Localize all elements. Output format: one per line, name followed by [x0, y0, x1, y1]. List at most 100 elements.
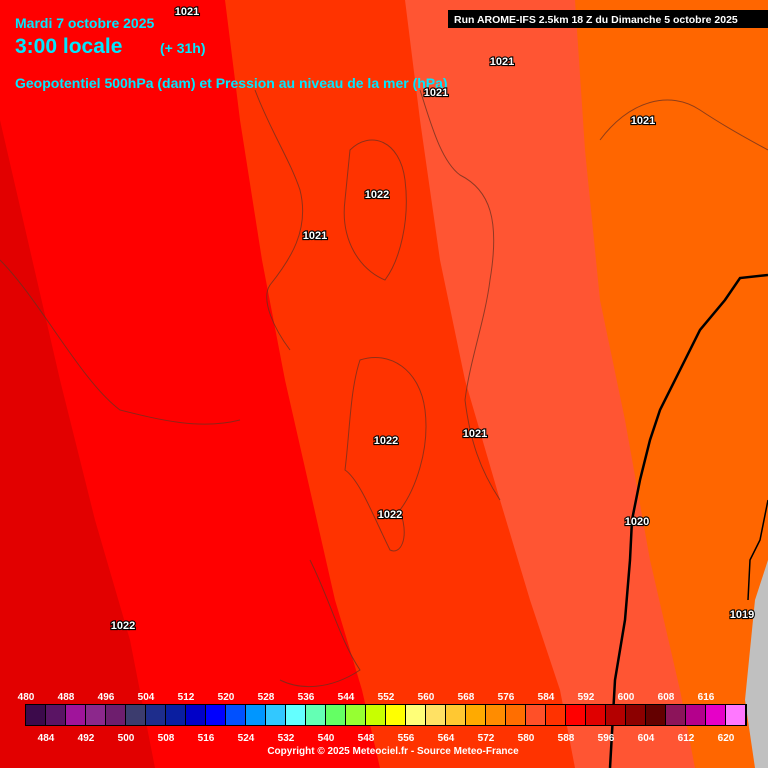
border-line	[747, 499, 768, 601]
colorbar-swatch	[246, 705, 265, 725]
colorbar-label: 544	[338, 692, 355, 703]
colorbar-label: 612	[678, 733, 695, 744]
colorbar-label: 532	[278, 733, 295, 744]
colorbar-label: 504	[138, 692, 155, 703]
isobar-label: 1022	[365, 189, 389, 201]
run-box	[448, 10, 768, 28]
colorbar-label: 512	[178, 692, 195, 703]
colorbar-swatch	[86, 705, 105, 725]
colorbar-swatch	[226, 705, 245, 725]
colorbar-swatch	[326, 705, 345, 725]
isobar-label: 1021	[424, 87, 448, 99]
colorbar-swatch	[486, 705, 505, 725]
forecast-time: 3:00 locale	[15, 35, 122, 58]
colorbar-label: 616	[698, 692, 715, 703]
colorbar-swatch	[166, 705, 185, 725]
colorbar-swatch	[506, 705, 525, 725]
colorbar-swatch	[406, 705, 425, 725]
colorbar-swatch	[606, 705, 625, 725]
colorbar-label: 608	[658, 692, 675, 703]
isobar-label: 1021	[175, 6, 199, 18]
isobar-label: 1021	[463, 428, 487, 440]
colorbar-swatch	[386, 705, 405, 725]
colorbar-label: 580	[518, 733, 535, 744]
colorbar-swatch	[466, 705, 485, 725]
colorbar-label: 540	[318, 733, 335, 744]
colorbar-swatch	[706, 705, 725, 725]
isobar-label: 1021	[303, 230, 327, 242]
colorbar-swatch	[106, 705, 125, 725]
colorbar-label: 496	[98, 692, 115, 703]
colorbar-swatch	[126, 705, 145, 725]
colorbar-label: 620	[718, 733, 735, 744]
isobar-label: 1022	[111, 620, 135, 632]
colorbar-swatch	[726, 705, 745, 725]
colorbar-swatch	[566, 705, 585, 725]
isobar-label: 1021	[490, 56, 514, 68]
colorbar-label: 520	[218, 692, 235, 703]
island-corsica	[343, 139, 407, 281]
forecast-date: Mardi 7 octobre 2025	[15, 15, 154, 31]
colorbar-swatch	[586, 705, 605, 725]
colorbar-label: 508	[158, 733, 175, 744]
coastline	[0, 259, 241, 425]
colorbar-swatch	[146, 705, 165, 725]
colorbar-swatch	[206, 705, 225, 725]
colorbar-label: 592	[578, 692, 595, 703]
isobar-label: 1022	[374, 435, 398, 447]
colorbar-label: 560	[418, 692, 435, 703]
colorbar-swatch	[546, 705, 565, 725]
colorbar-swatch	[306, 705, 325, 725]
colorbar-swatch	[66, 705, 85, 725]
colorbar-swatch	[26, 705, 45, 725]
colorbar-label: 528	[258, 692, 275, 703]
colorbar-swatch	[266, 705, 285, 725]
colorbar-label: 524	[238, 733, 255, 744]
colorbar-label: 548	[358, 733, 375, 744]
colorbar-label: 572	[478, 733, 495, 744]
colorbar-label: 516	[198, 733, 215, 744]
colorbar-label: 600	[618, 692, 635, 703]
colorbar-label: 552	[378, 692, 395, 703]
colorbar-label: 536	[298, 692, 315, 703]
colorbar-swatch	[666, 705, 685, 725]
copyright: Copyright © 2025 Meteociel.fr - Source M…	[267, 746, 519, 757]
colorbar-label: 556	[398, 733, 415, 744]
band-dark-red	[0, 120, 155, 768]
colorbar-label: 596	[598, 733, 615, 744]
colorbar-swatch	[366, 705, 385, 725]
coastline	[254, 89, 304, 351]
colorbar-swatch	[186, 705, 205, 725]
isobar-label: 1021	[631, 115, 655, 127]
coastline	[279, 559, 361, 688]
border-line	[608, 273, 768, 768]
isobar-label: 1020	[625, 516, 649, 528]
colorbar-label: 492	[78, 733, 95, 744]
forecast-offset: (+ 31h)	[160, 40, 206, 56]
colorbar-swatch	[286, 705, 305, 725]
colorbar-label: 576	[498, 692, 515, 703]
colorbar-swatch	[446, 705, 465, 725]
colorbar-swatch	[346, 705, 365, 725]
colorbar-label: 604	[638, 733, 655, 744]
colorbar-swatch	[426, 705, 445, 725]
island-sardinia	[344, 356, 427, 552]
colorbar-label: 488	[58, 692, 75, 703]
colorbar-label: 584	[538, 692, 555, 703]
colorbar-label: 500	[118, 733, 135, 744]
colorbar-swatch	[646, 705, 665, 725]
coastline	[419, 89, 501, 501]
colorbar-label: 564	[438, 733, 455, 744]
grey-area	[745, 560, 768, 768]
colorbar-label: 568	[458, 692, 475, 703]
colorbar-label: 484	[38, 733, 55, 744]
colorbar-swatch	[46, 705, 65, 725]
colorbar-swatch	[626, 705, 645, 725]
colorbar-label: 480	[18, 692, 35, 703]
colorbar-swatch	[526, 705, 545, 725]
run-info: Run AROME-IFS 2.5km 18 Z du Dimanche 5 o…	[454, 14, 738, 26]
coastline	[599, 99, 768, 151]
colorbar-label: 588	[558, 733, 575, 744]
map-subtitle: Geopotentiel 500hPa (dam) et Pression au…	[15, 75, 448, 91]
